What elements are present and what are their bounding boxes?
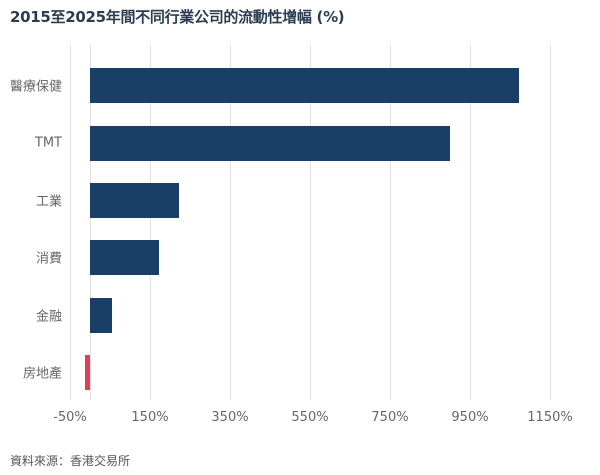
category-label: 工業 [35, 194, 62, 210]
source-note: 資料來源：香港交易所 [10, 454, 131, 468]
category-label: 房地產 [22, 366, 62, 382]
x-tick-label: 750% [371, 410, 409, 425]
gridline [390, 45, 391, 400]
x-tick-label: -50% [53, 410, 87, 425]
gridline [310, 45, 311, 400]
x-tick-label: 950% [451, 410, 489, 425]
x-tick-label: 350% [211, 410, 249, 425]
gridline [230, 45, 231, 400]
gridline [470, 45, 471, 400]
category-label: TMT [34, 135, 62, 151]
gridline [70, 45, 71, 400]
bar [90, 240, 159, 275]
x-tick-label: 1150% [527, 410, 573, 425]
category-label: 醫療保健 [9, 79, 62, 95]
zero-baseline [90, 45, 91, 400]
bar [90, 183, 179, 218]
gridline [550, 45, 551, 400]
bar [90, 68, 520, 103]
bar [90, 126, 450, 161]
bar [85, 355, 90, 390]
chart-title: 2015至2025年間不同行業公司的流動性增幅 (%) [10, 8, 345, 26]
x-tick-label: 550% [291, 410, 329, 425]
category-label: 消費 [35, 251, 62, 267]
bar [90, 298, 112, 333]
gridline [150, 45, 151, 400]
x-tick-label: 150% [131, 410, 169, 425]
category-label: 金融 [35, 309, 62, 325]
